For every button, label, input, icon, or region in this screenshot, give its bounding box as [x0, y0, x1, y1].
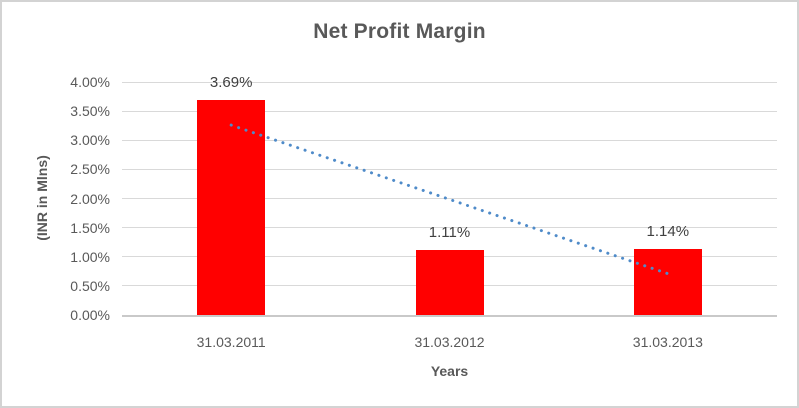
- x-tick-label: 31.03.2011: [196, 334, 266, 350]
- y-tick-label: 4.00%: [70, 74, 110, 90]
- bar-data-label: 3.69%: [209, 74, 253, 92]
- bar: [633, 248, 702, 315]
- x-axis-title: Years: [430, 363, 469, 379]
- y-tick-label: 0.50%: [70, 277, 110, 294]
- bar: [197, 100, 266, 315]
- bar-data-label: 1.14%: [646, 222, 690, 240]
- gridline: [122, 81, 777, 83]
- y-tick-label: 1.00%: [70, 248, 110, 265]
- x-axis-line: [122, 314, 777, 317]
- bar: [415, 250, 484, 315]
- y-tick-label: 3.00%: [70, 132, 110, 149]
- x-tick-label: 31.03.2012: [414, 334, 485, 350]
- y-tick-label: 0.00%: [70, 307, 110, 323]
- y-tick-label: 3.50%: [70, 103, 110, 120]
- y-tick-label: 2.50%: [70, 161, 110, 178]
- y-tick-label: 1.50%: [70, 219, 110, 236]
- x-tick-label: 31.03.2013: [632, 334, 703, 350]
- gridline: [122, 110, 777, 112]
- chart-title: Net Profit Margin: [313, 20, 486, 43]
- bar-data-label: 1.11%: [428, 224, 471, 242]
- y-tick-label: 2.00%: [70, 190, 110, 207]
